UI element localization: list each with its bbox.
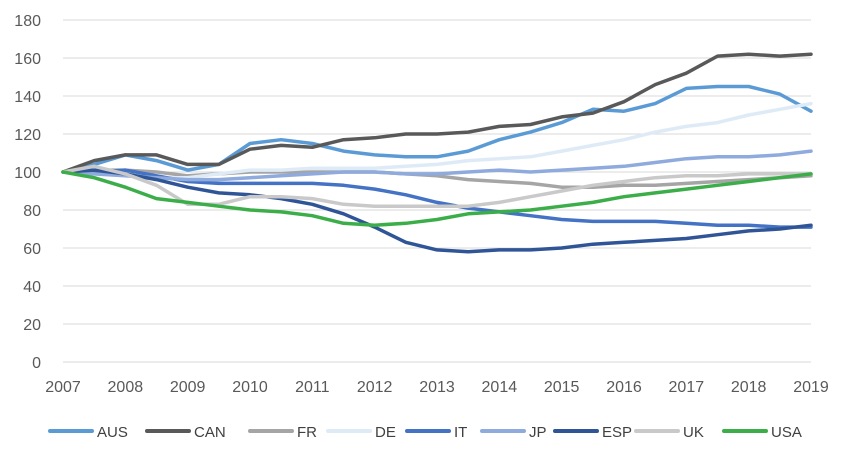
y-axis-tick-labels: 0 20 40 60 80 100 120 140 160 180 [14, 13, 41, 372]
y-tick-label: 80 [23, 203, 41, 220]
y-tick-label: 140 [14, 89, 41, 106]
y-tick-label: 0 [32, 355, 41, 372]
legend-item-esp: ESP [553, 424, 632, 441]
series-line-esp [61, 168, 813, 254]
x-tick-label: 2010 [232, 379, 268, 396]
x-tick-label: 2012 [357, 379, 393, 396]
legend-item-uk: UK [634, 424, 704, 441]
x-tick-label: 2016 [606, 379, 642, 396]
x-tick-label: 2018 [731, 379, 767, 396]
x-tick-label: 2011 [295, 379, 330, 396]
x-tick-label: 2008 [108, 379, 144, 396]
series-line-usa [61, 170, 813, 227]
y-tick-label: 20 [23, 317, 41, 334]
y-tick-label: 120 [14, 127, 41, 144]
legend-label: FR [297, 424, 317, 441]
series-line-jp [61, 149, 813, 182]
x-tick-label: 2009 [170, 379, 206, 396]
legend-item-jp: JP [480, 424, 547, 441]
legend-item-usa: USA [722, 424, 802, 441]
legend-item-de: DE [326, 424, 396, 441]
series-line-uk [61, 164, 813, 208]
x-tick-label: 2013 [419, 379, 455, 396]
legend-label: DE [375, 424, 396, 441]
legend-label: ESP [602, 424, 632, 441]
y-tick-label: 40 [23, 279, 41, 296]
legend: AUS CAN FR DE IT JP ESP UK USA [48, 424, 802, 441]
x-tick-label: 2019 [793, 379, 829, 396]
series-lines [61, 52, 813, 254]
series-line-fr [61, 168, 813, 189]
legend-label: IT [454, 424, 467, 441]
y-tick-label: 60 [23, 241, 41, 258]
x-tick-label: 2007 [45, 379, 81, 396]
legend-label: JP [529, 424, 547, 441]
legend-label: UK [683, 424, 704, 441]
legend-item-can: CAN [145, 424, 226, 441]
y-tick-label: 160 [14, 51, 41, 68]
series-line-aus [61, 84, 813, 174]
x-tick-label: 2014 [482, 379, 518, 396]
x-axis-tick-labels: 2007 2008 2009 2010 2011 2012 2013 2014 2015 2016… [45, 379, 829, 396]
legend-label: AUS [97, 424, 128, 441]
legend-item-fr: FR [248, 424, 317, 441]
series-line-de [61, 101, 813, 180]
x-tick-label: 2015 [544, 379, 580, 396]
legend-item-aus: AUS [48, 424, 128, 441]
legend-item-it: IT [405, 424, 467, 441]
x-tick-label: 2017 [669, 379, 705, 396]
series-line-it [61, 168, 813, 229]
legend-label: CAN [194, 424, 226, 441]
legend-label: USA [771, 424, 802, 441]
y-tick-label: 180 [14, 13, 41, 30]
series-line-can [61, 52, 813, 174]
y-tick-label: 100 [14, 165, 41, 182]
gridlines [63, 19, 811, 363]
